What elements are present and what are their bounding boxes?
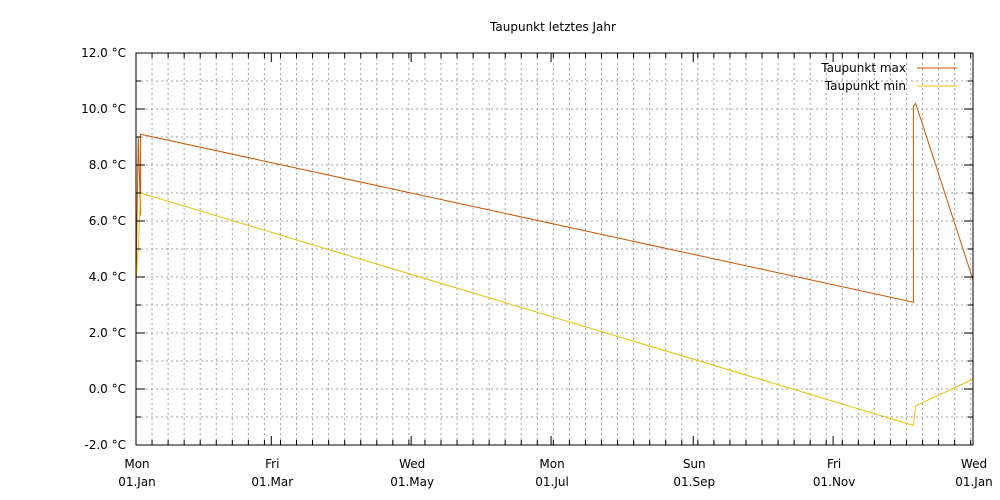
x-tick-date-label: 01.Sep <box>673 475 715 489</box>
y-tick-label: 4.0 °C <box>89 270 126 284</box>
y-tick-label: 2.0 °C <box>89 326 126 340</box>
y-tick-label: 0.0 °C <box>89 382 126 396</box>
axis-ticks: -2.0 °C 0.0 °C 2.0 °C 4.0 °C 6.0 °C 8.0 °C 10.… <box>81 46 993 489</box>
series-layer <box>135 102 974 427</box>
x-tick-date-label: 01.Jan <box>955 475 993 489</box>
x-tick-date-label: 01.Mar <box>251 475 293 489</box>
chart-title: Taupunkt letztes Jahr <box>489 20 616 34</box>
legend: Taupunkt max Taupunkt min <box>820 61 957 93</box>
grid-lines <box>136 53 973 445</box>
y-tick-label: -2.0 °C <box>84 438 126 452</box>
y-tick-label: 10.0 °C <box>81 102 126 116</box>
x-tick-date-label: 01.May <box>390 475 434 489</box>
y-tick-label: 12.0 °C <box>81 46 126 60</box>
x-tick-day-label: Mon <box>124 457 149 471</box>
x-tick-day-label: Fri <box>265 457 279 471</box>
x-tick-day-label: Fri <box>827 457 841 471</box>
series-line-taupunkt-max <box>135 102 974 303</box>
x-tick-day-label: Wed <box>961 457 987 471</box>
legend-label: Taupunkt max <box>820 61 906 75</box>
x-tick-day-label: Mon <box>539 457 564 471</box>
legend-label: Taupunkt min <box>824 79 906 93</box>
x-tick-day-label: Wed <box>399 457 425 471</box>
y-tick-label: 8.0 °C <box>89 158 126 172</box>
x-tick-day-label: Sun <box>683 457 706 471</box>
x-tick-date-label: 01.Nov <box>813 475 856 489</box>
x-tick-date-label: 01.Jan <box>118 475 156 489</box>
x-tick-date-label: 01.Jul <box>535 475 569 489</box>
y-tick-label: 6.0 °C <box>89 214 126 228</box>
series-line-taupunkt-min <box>135 192 974 427</box>
